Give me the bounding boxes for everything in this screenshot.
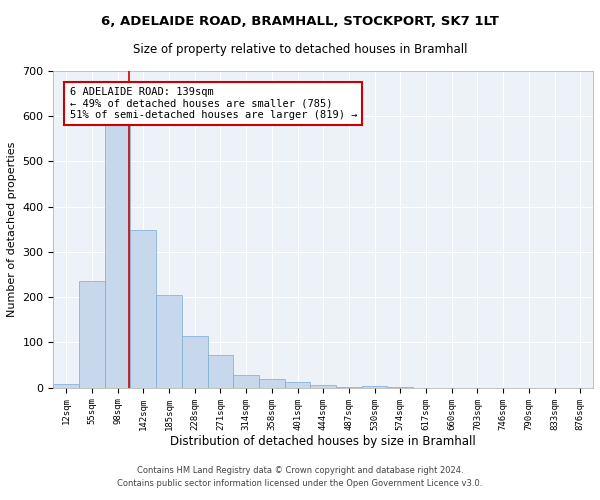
Bar xyxy=(336,386,362,388)
Bar xyxy=(105,125,130,388)
Bar xyxy=(310,386,336,388)
Y-axis label: Number of detached properties: Number of detached properties xyxy=(7,142,17,317)
Bar xyxy=(362,386,388,388)
Text: Contains HM Land Registry data © Crown copyright and database right 2024.
Contai: Contains HM Land Registry data © Crown c… xyxy=(118,466,482,487)
Bar xyxy=(182,336,208,388)
X-axis label: Distribution of detached houses by size in Bramhall: Distribution of detached houses by size … xyxy=(170,435,476,448)
Bar xyxy=(53,384,79,388)
Text: Size of property relative to detached houses in Bramhall: Size of property relative to detached ho… xyxy=(133,42,467,56)
Text: 6, ADELAIDE ROAD, BRAMHALL, STOCKPORT, SK7 1LT: 6, ADELAIDE ROAD, BRAMHALL, STOCKPORT, S… xyxy=(101,15,499,28)
Bar xyxy=(259,380,284,388)
Bar xyxy=(233,375,259,388)
Bar xyxy=(156,295,182,388)
Bar xyxy=(130,230,156,388)
Text: 6 ADELAIDE ROAD: 139sqm
← 49% of detached houses are smaller (785)
51% of semi-d: 6 ADELAIDE ROAD: 139sqm ← 49% of detache… xyxy=(70,87,357,120)
Bar xyxy=(79,281,105,388)
Bar xyxy=(284,382,310,388)
Bar xyxy=(208,355,233,388)
